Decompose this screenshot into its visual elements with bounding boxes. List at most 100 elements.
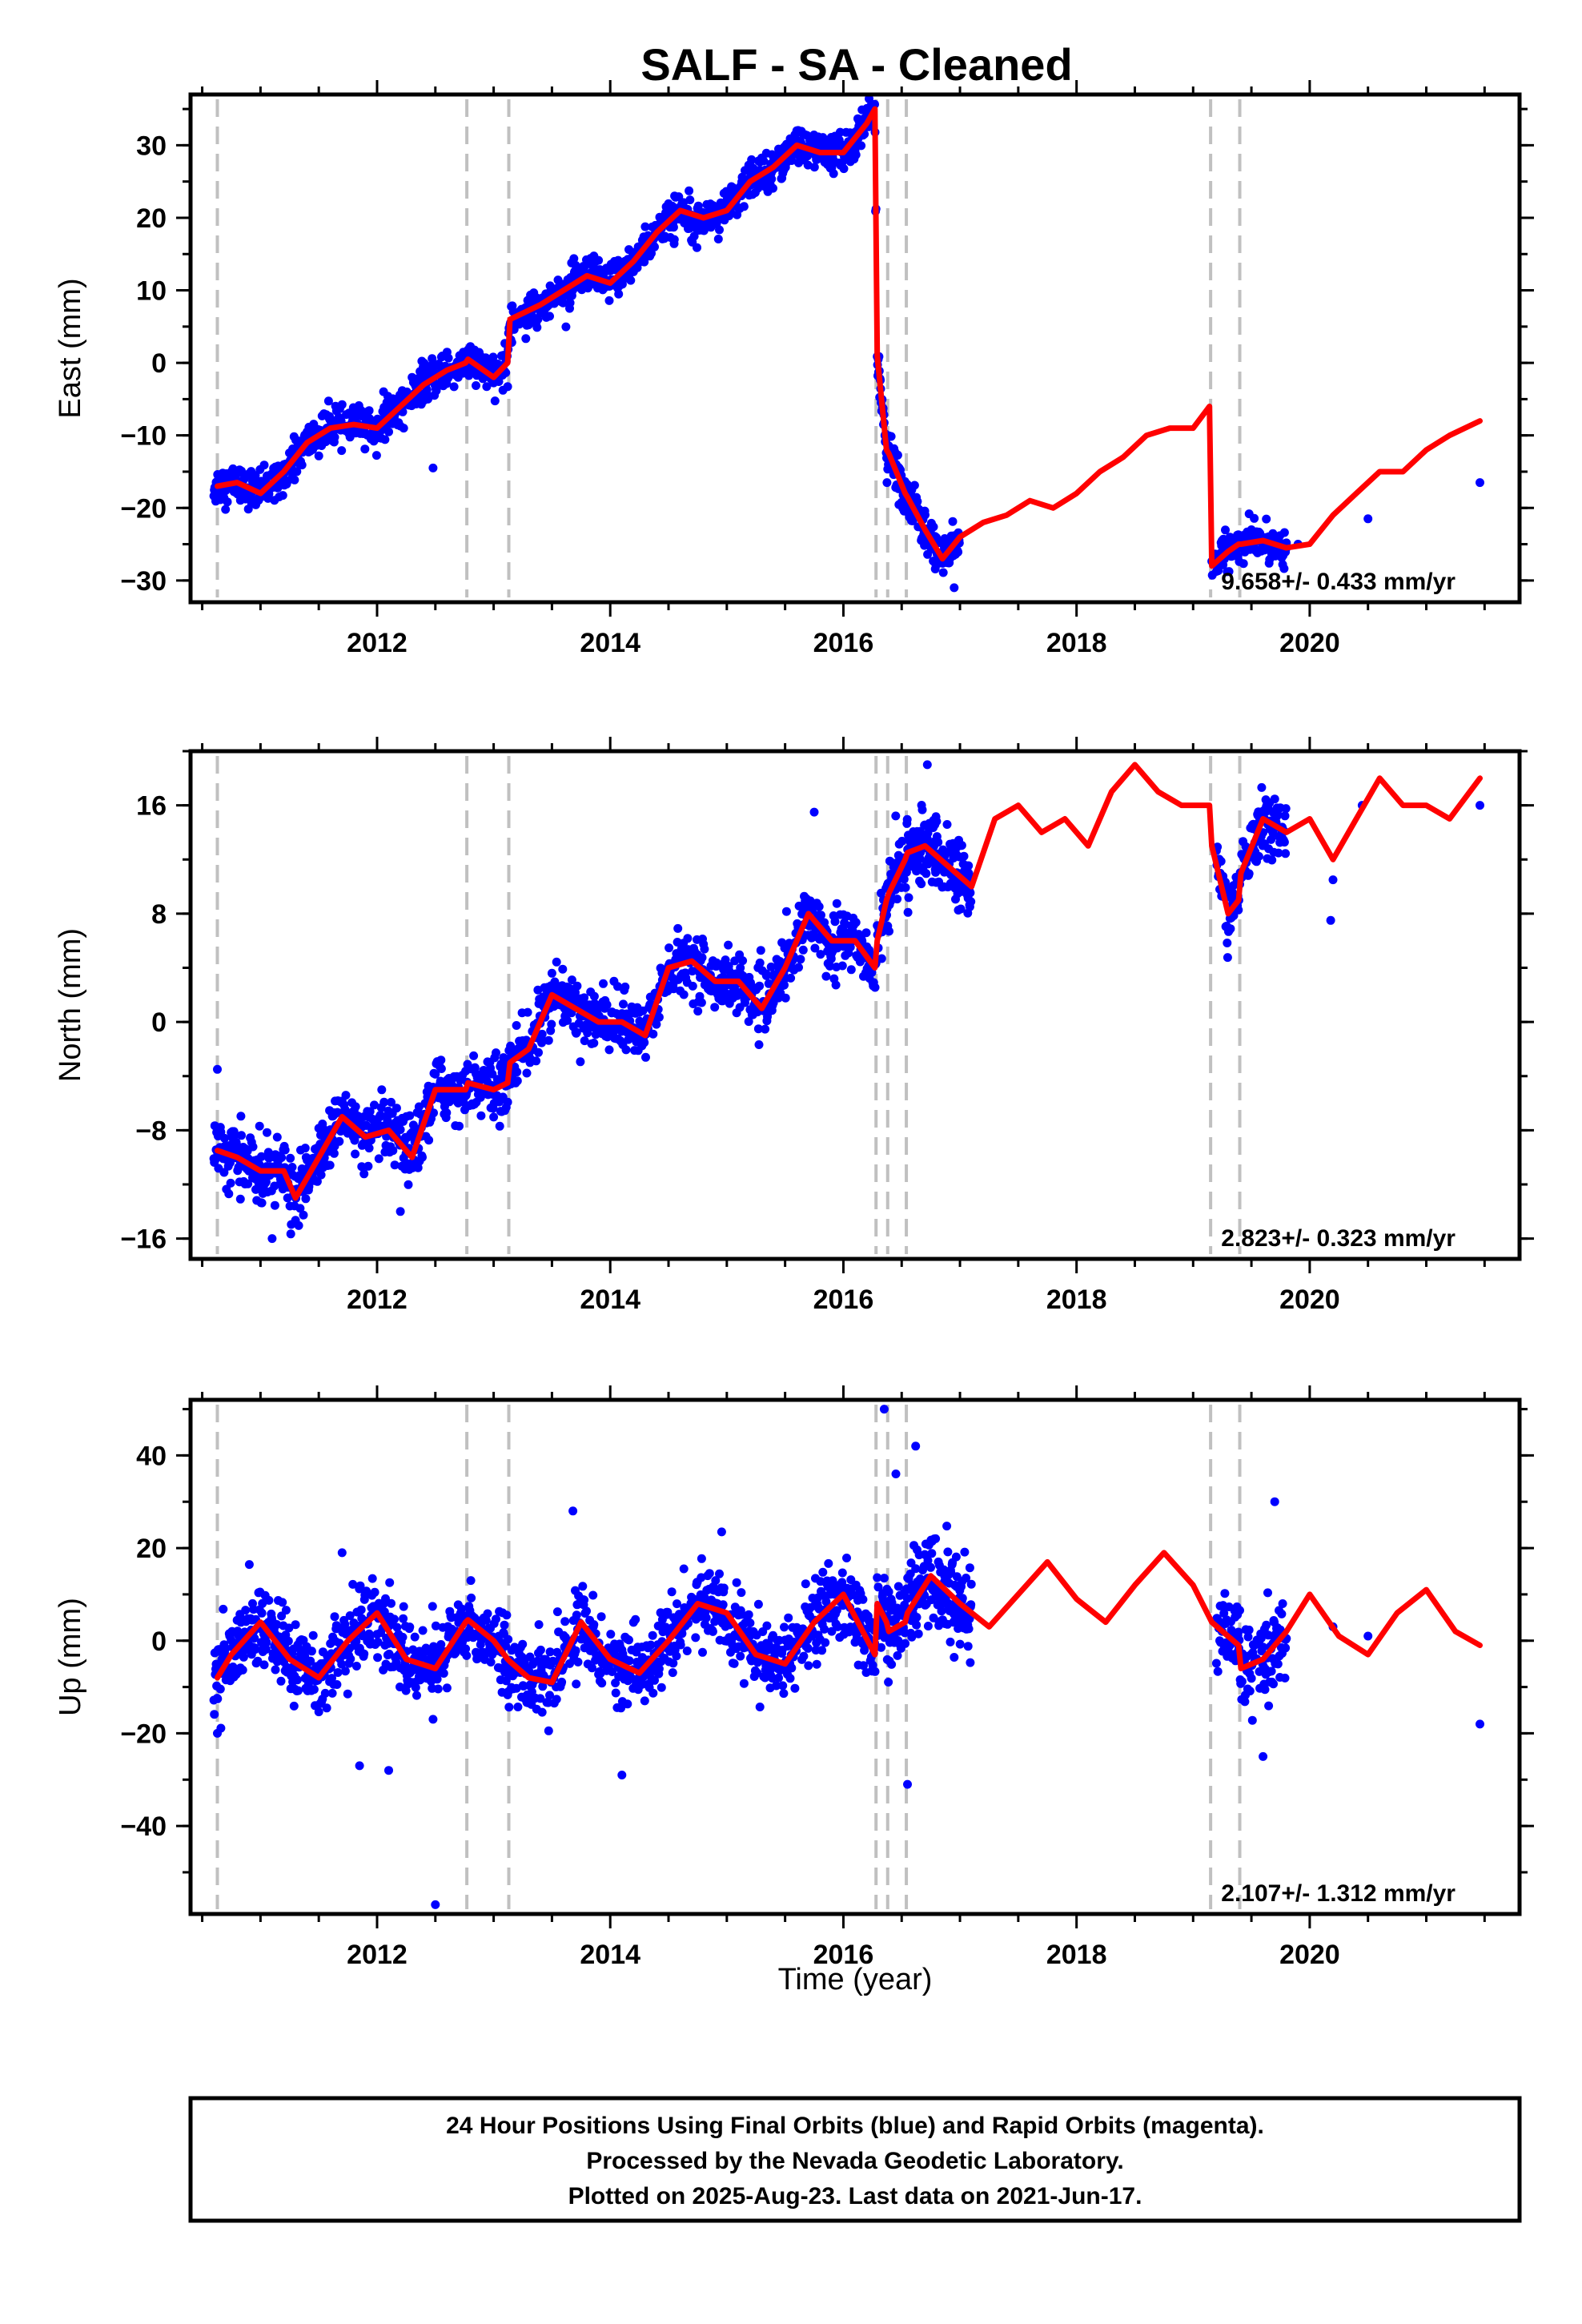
data-point — [241, 1606, 251, 1615]
data-point — [1213, 1667, 1223, 1676]
data-point — [885, 927, 893, 936]
data-point — [917, 805, 927, 814]
data-point — [877, 954, 886, 963]
data-point — [1267, 834, 1276, 844]
data-point — [951, 1552, 961, 1562]
data-point — [636, 1680, 646, 1690]
data-point — [787, 1663, 797, 1673]
data-point — [669, 1659, 678, 1668]
data-point — [753, 1599, 763, 1609]
data-point — [552, 1695, 561, 1704]
data-point — [938, 568, 948, 577]
data-point — [882, 478, 892, 488]
data-point — [1270, 794, 1279, 804]
data-point — [812, 1659, 821, 1669]
north-model-curve — [215, 762, 1483, 1201]
data-point — [547, 968, 556, 978]
data-point — [536, 1645, 545, 1655]
data-point — [455, 1121, 464, 1131]
data-point — [893, 1651, 902, 1660]
outlier-point — [1476, 478, 1484, 488]
data-point — [304, 1182, 314, 1192]
data-point — [753, 1024, 763, 1034]
data-point — [534, 1047, 543, 1057]
data-point — [294, 1686, 303, 1695]
data-point — [814, 902, 824, 911]
data-point — [857, 141, 866, 151]
data-point — [963, 1642, 973, 1651]
data-point — [839, 164, 849, 174]
data-point — [755, 958, 765, 967]
data-point — [237, 466, 246, 476]
data-point — [604, 296, 614, 305]
data-point — [306, 1656, 315, 1666]
data-point — [588, 1590, 598, 1600]
data-point — [370, 1587, 379, 1597]
data-point — [911, 1564, 921, 1574]
data-point — [283, 1636, 293, 1646]
data-point — [330, 432, 339, 442]
data-point — [1254, 851, 1263, 861]
data-point — [966, 1579, 976, 1589]
data-point — [500, 1620, 509, 1630]
data-point — [829, 169, 838, 179]
data-point — [778, 1681, 788, 1691]
data-point — [926, 1562, 935, 1572]
data-point — [300, 1144, 310, 1153]
data-point — [907, 1632, 917, 1642]
data-point — [367, 1574, 377, 1583]
data-point — [640, 1696, 649, 1706]
data-point — [371, 451, 381, 460]
data-point — [264, 1595, 274, 1605]
data-point — [851, 150, 861, 159]
data-point — [921, 510, 930, 520]
data-point — [818, 1567, 828, 1577]
data-point — [219, 1168, 229, 1177]
data-point — [932, 817, 942, 826]
x-tick-label: 2014 — [580, 1285, 640, 1315]
data-point — [781, 907, 791, 916]
data-point — [753, 1668, 762, 1678]
data-point — [606, 1630, 616, 1639]
data-point — [912, 1613, 921, 1622]
data-point — [572, 1610, 581, 1620]
data-point — [1244, 869, 1254, 879]
data-point — [901, 867, 911, 877]
data-point — [373, 1653, 383, 1663]
y-tick-label: 10 — [136, 276, 167, 307]
data-point — [351, 1149, 360, 1159]
data-point — [356, 1605, 366, 1614]
data-point — [379, 1097, 389, 1107]
data-point — [563, 1015, 572, 1025]
data-point — [624, 1656, 634, 1666]
data-point — [677, 1629, 687, 1638]
data-point — [1223, 953, 1232, 963]
data-point — [337, 400, 347, 409]
data-point — [611, 1688, 620, 1698]
data-point — [428, 1602, 437, 1611]
data-point — [405, 1622, 415, 1632]
data-point — [755, 981, 765, 991]
data-point — [966, 897, 976, 907]
data-point — [833, 1622, 842, 1631]
data-point — [320, 1688, 330, 1698]
data-point — [732, 1578, 741, 1587]
data-point — [345, 1611, 355, 1620]
data-point — [439, 1669, 448, 1678]
data-point — [544, 1726, 553, 1735]
data-point — [278, 491, 287, 501]
y-tick-label: −8 — [135, 1116, 167, 1146]
data-point — [513, 1703, 523, 1711]
data-point — [697, 998, 706, 1007]
data-point — [537, 1707, 547, 1717]
data-point — [713, 235, 723, 243]
data-point — [796, 955, 805, 964]
data-point — [467, 1593, 476, 1602]
data-point — [902, 814, 912, 824]
data-point — [385, 1578, 395, 1587]
data-point — [701, 1613, 711, 1622]
data-point — [329, 1148, 339, 1158]
y-tick-label: −16 — [120, 1224, 167, 1255]
data-point — [767, 175, 777, 183]
data-point — [738, 956, 748, 966]
